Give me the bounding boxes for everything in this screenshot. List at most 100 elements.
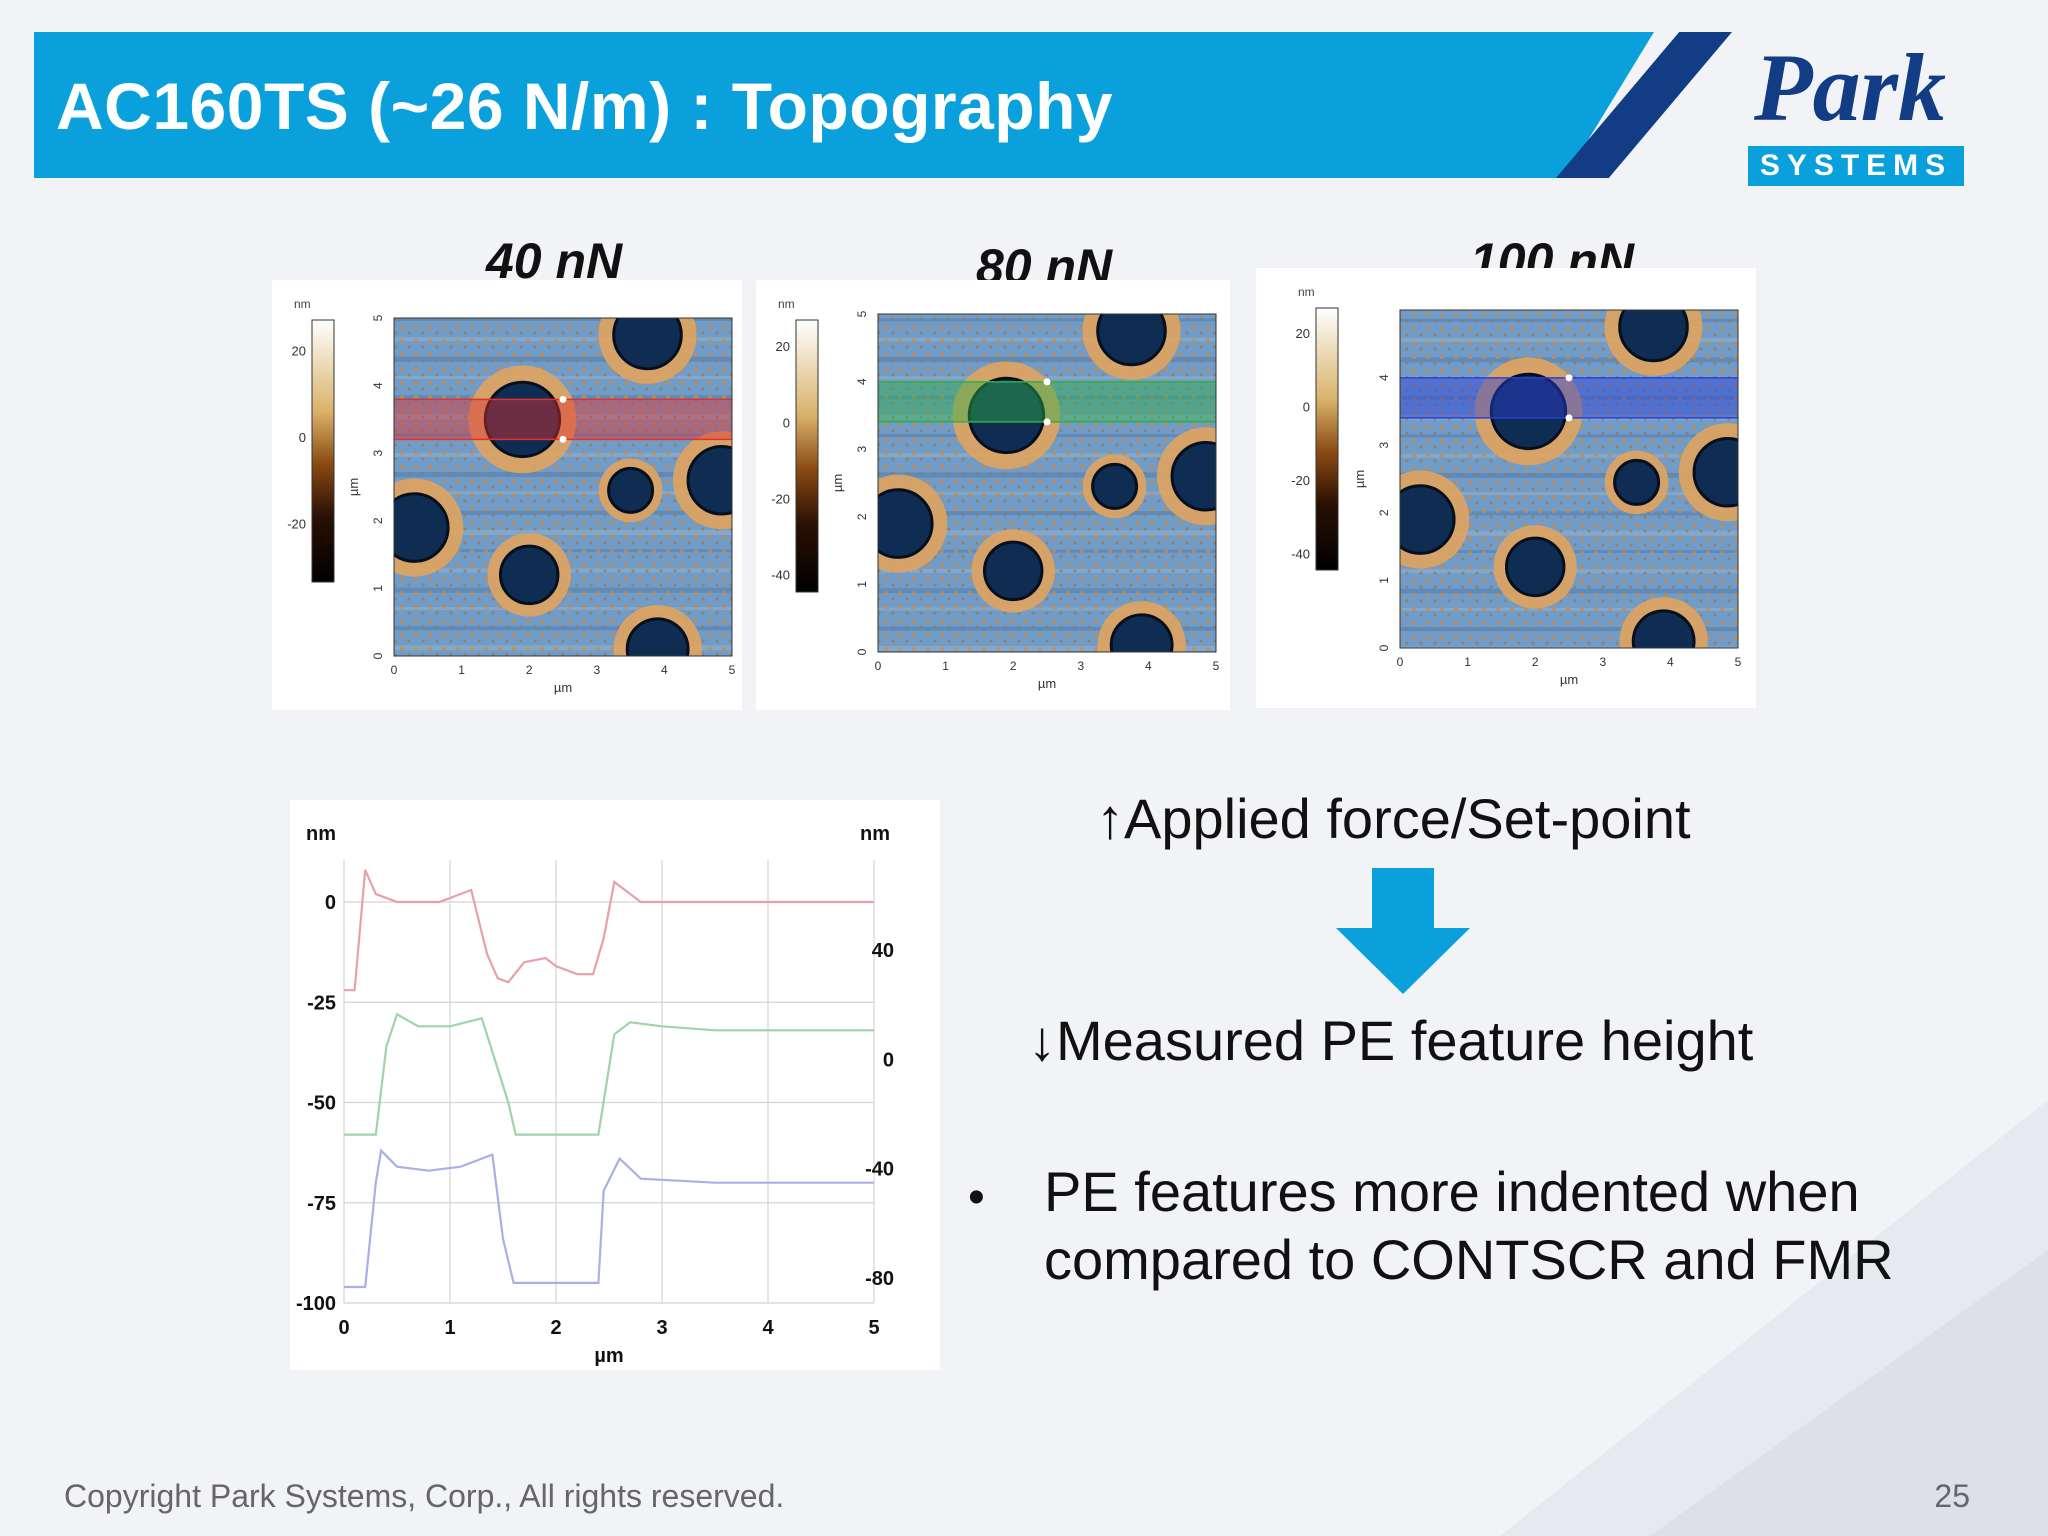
colorbar-unit: nm (294, 297, 311, 311)
x-tick-label: 1 (1464, 655, 1471, 669)
profile-line-band (1400, 377, 1738, 418)
colorbar-tick-label: 20 (776, 339, 790, 354)
colorbar (311, 319, 335, 583)
x-tick-label: 0 (391, 663, 398, 677)
colorbar-tick-label: -20 (1291, 473, 1310, 488)
panel-label-40nn: 40 nN (486, 233, 623, 289)
afm-image-100nn: nm 20 0 -20 -40 0 1 2 3 4 5 0 1 2 3 4 µm µm (1256, 268, 1756, 708)
colorbar-tick-label: 0 (783, 415, 790, 430)
colorbar-tick-label: -40 (771, 568, 790, 583)
pe-feature (1504, 536, 1566, 598)
applied-force-text: ↑Applied force/Set-point (1096, 787, 1691, 850)
copyright-footer: Copyright Park Systems, Corp., All right… (64, 1478, 785, 1514)
x-tick-label: 1 (458, 663, 465, 677)
right-tick-label: 0 (883, 1049, 894, 1071)
x-tick-label: 3 (656, 1317, 667, 1339)
x-tick-label: 4 (1667, 655, 1674, 669)
profile-series-line (344, 1012, 874, 1136)
pe-feature (878, 488, 934, 559)
x-tick-label: 4 (1145, 659, 1152, 673)
x-tick-label: 1 (444, 1317, 455, 1339)
x-tick-label: 2 (1010, 659, 1017, 673)
y-tick-label: 5 (371, 314, 385, 321)
bullet-icon: • (968, 1171, 985, 1224)
x-axis-unit: µm (554, 680, 572, 695)
x-tick-label: 0 (338, 1317, 349, 1339)
left-tick-label: -75 (307, 1193, 336, 1215)
y-tick-label: 4 (371, 382, 385, 389)
pe-feature (1109, 613, 1174, 652)
x-tick-label: 3 (1599, 655, 1606, 669)
colorbar-tick-label: 0 (299, 430, 306, 445)
colorbar-tick-label: 0 (1303, 400, 1310, 415)
y-tick-label: 2 (1377, 509, 1391, 516)
x-tick-label: 5 (1213, 659, 1220, 673)
x-tick-label: 2 (1532, 655, 1539, 669)
pe-feature (1613, 458, 1661, 506)
y-tick-label: 4 (1377, 374, 1391, 381)
y-tick-label: 2 (855, 513, 869, 520)
pe-feature (1096, 314, 1167, 367)
x-axis-unit: µm (1560, 672, 1578, 687)
profile-series-line (344, 869, 874, 992)
colorbar (795, 319, 819, 593)
pe-feature (982, 540, 1044, 602)
left-tick-label: -50 (307, 1093, 336, 1115)
topography-image (878, 314, 1216, 652)
pe-feature (967, 376, 1046, 455)
x-tick-label: 2 (550, 1317, 561, 1339)
measured-height-text: ↓Measured PE feature height (1028, 1009, 1754, 1072)
left-tick-label: -100 (296, 1293, 336, 1315)
bullet-text: PE features more indented when compared … (1044, 1160, 1894, 1291)
colorbar (1315, 307, 1339, 571)
y-tick-label: 3 (1377, 442, 1391, 449)
right-tick-label: 40 (872, 940, 894, 962)
y-tick-label: 0 (855, 648, 869, 655)
x-tick-label: 4 (661, 663, 668, 677)
x-tick-label: 0 (1397, 655, 1404, 669)
down-arrow-icon (1336, 868, 1470, 994)
pe-feature (483, 380, 562, 459)
pe-feature (498, 544, 560, 606)
colorbar-tick-label: -40 (1291, 546, 1310, 561)
y-axis-unit: µm (1352, 470, 1367, 488)
pe-feature (612, 318, 683, 371)
page-number: 25 (1934, 1478, 1970, 1514)
colorbar-tick-label: -20 (771, 492, 790, 507)
right-tick-label: -40 (865, 1159, 894, 1181)
y-tick-label: 3 (855, 446, 869, 453)
pe-feature (607, 466, 655, 514)
left-tick-label: -25 (307, 992, 336, 1014)
x-tick-label: 3 (1077, 659, 1084, 673)
pe-feature (1489, 372, 1568, 451)
park-systems-logo: Park SYSTEMS (1740, 40, 1972, 190)
pe-feature (1631, 609, 1696, 648)
afm-image-40nn: nm 20 0 -20 0 1 2 3 4 5 0 1 2 3 4 5 µm µm (272, 280, 742, 710)
y-tick-label: 3 (371, 450, 385, 457)
pe-feature (1400, 484, 1456, 555)
line-profile-chart: nm 0 -25 -50 -75 -100 nm 40 0 -40 -80 0 1 2 3 4 5 µm (290, 800, 940, 1370)
y-tick-label: 1 (371, 585, 385, 592)
x-tick-label: 3 (593, 663, 600, 677)
colorbar-tick-label: -20 (287, 516, 306, 531)
afm-image-80nn: nm 20 0 -20 -40 0 1 2 3 4 5 0 1 2 3 4 5 µm µm (756, 280, 1230, 710)
topography-image (1400, 310, 1738, 648)
x-tick-label: 0 (875, 659, 882, 673)
pe-feature (1091, 462, 1139, 510)
colorbar-tick-label: 20 (292, 343, 306, 358)
x-tick-label: 5 (868, 1317, 879, 1339)
right-axis-unit: nm (860, 823, 890, 845)
x-tick-label: 2 (526, 663, 533, 677)
left-tick-label: 0 (325, 892, 336, 914)
pe-feature (625, 617, 690, 656)
page-title: AC160TS (~26 N/m) : Topography (56, 69, 1114, 143)
pe-feature (1692, 436, 1738, 508)
right-tick-label: -80 (865, 1268, 894, 1290)
left-axis-unit: nm (306, 823, 336, 845)
x-tick-label: 1 (942, 659, 949, 673)
profile-series-line (344, 1148, 874, 1289)
x-tick-label: 5 (729, 663, 736, 677)
x-axis-unit: µm (1038, 676, 1056, 691)
pe-feature (686, 444, 732, 516)
logo-sub: SYSTEMS (1748, 146, 1964, 186)
